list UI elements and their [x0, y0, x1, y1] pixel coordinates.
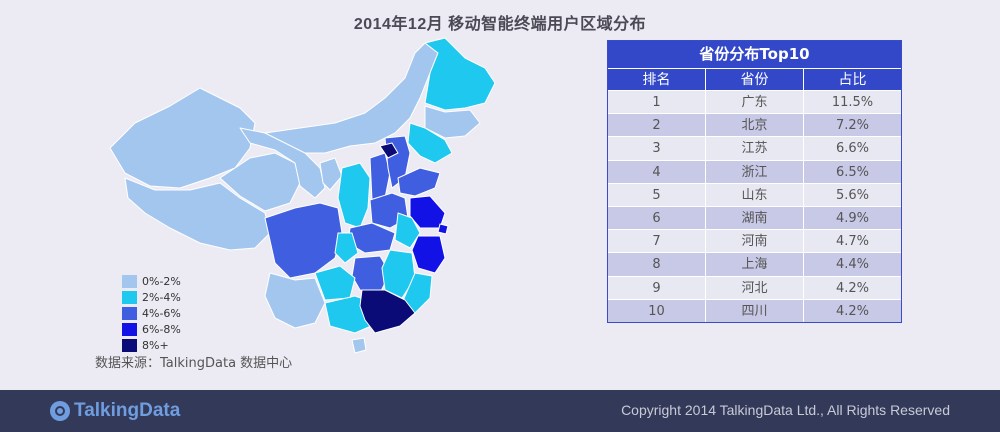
cell-rank: 2	[608, 114, 706, 137]
cell-province: 四川	[706, 299, 804, 322]
region-anhui	[394, 212, 421, 249]
region-beijing	[379, 142, 399, 159]
header-rank: 排名	[608, 69, 706, 90]
cell-province: 江苏	[706, 137, 804, 160]
cell-rank: 3	[608, 137, 706, 160]
cell-rank: 6	[608, 206, 706, 230]
legend-item: 6%-8%	[122, 322, 181, 337]
header-share: 占比	[838, 72, 867, 88]
cell-rank: 8	[608, 253, 706, 276]
talkingdata-logo: TalkingData	[50, 400, 180, 422]
cell-share: 7.2%	[835, 118, 870, 134]
legend-swatch	[122, 339, 137, 352]
map-legend: 0%-2% 2%-4% 4%-6% 6%-8% 8%+	[122, 274, 181, 354]
table-row: 4 浙江 6.5%	[608, 159, 901, 183]
legend-swatch	[122, 307, 137, 320]
cell-share: 6.6%	[835, 141, 870, 157]
region-yunnan	[264, 272, 326, 329]
top10-table: 省份分布Top10 排名 省份 占比 1 广东 11.5% 2 北京 7.2% 3 江苏 6.6…	[607, 40, 902, 323]
legend-item: 4%-6%	[122, 306, 181, 321]
region-shaanxi	[337, 162, 371, 229]
table-row: 5 山东 5.6%	[608, 182, 901, 206]
region-guizhou	[314, 265, 356, 301]
region-zhejiang	[411, 235, 446, 274]
cell-province: 浙江	[706, 160, 804, 183]
region-tibet	[124, 177, 271, 251]
table-row: 3 江苏 6.6%	[608, 136, 901, 160]
region-chongqing	[334, 232, 359, 264]
footer-bar: TalkingData Copyright 2014 TalkingData L…	[0, 390, 1000, 432]
region-guangdong	[359, 289, 416, 334]
legend-label: 4%-6%	[142, 307, 181, 320]
table-row: 7 河南 4.7%	[608, 229, 901, 253]
cell-share: 4.2%	[835, 303, 870, 319]
cell-province: 河南	[706, 230, 804, 253]
cell-share: 4.7%	[835, 234, 870, 250]
region-shanxi	[369, 152, 391, 201]
legend-item: 8%+	[122, 338, 181, 353]
region-hainan	[351, 337, 367, 354]
region-ningxia	[319, 157, 343, 191]
legend-swatch	[122, 275, 137, 288]
table-row: 10 四川 4.2%	[608, 298, 901, 322]
legend-swatch	[122, 291, 137, 304]
cell-share: 4.2%	[835, 280, 870, 296]
cell-province: 河北	[706, 276, 804, 299]
cell-rank: 4	[608, 160, 706, 183]
cell-province: 山东	[706, 183, 804, 206]
region-sichuan	[264, 202, 343, 279]
legend-swatch	[122, 323, 137, 336]
cell-rank: 7	[608, 230, 706, 253]
table-row: 2 北京 7.2%	[608, 113, 901, 137]
region-fujian	[401, 272, 433, 314]
cell-share: 4.4%	[835, 257, 870, 273]
chart-title: 2014年12月 移动智能终端用户区域分布	[353, 16, 647, 33]
table-row: 1 广东 11.5%	[608, 90, 901, 114]
china-map	[80, 28, 550, 358]
cell-province: 北京	[706, 114, 804, 137]
region-heilongjiang	[424, 37, 496, 111]
cell-province: 上海	[706, 253, 804, 276]
legend-label: 2%-4%	[142, 291, 181, 304]
region-shandong	[397, 167, 441, 197]
cell-province: 湖南	[706, 206, 804, 230]
cell-rank: 9	[608, 276, 706, 299]
logo-icon	[50, 401, 70, 421]
table-row: 6 湖南 4.9%	[608, 205, 901, 230]
copyright-text: Copyright 2014 TalkingData Ltd., All Rig…	[621, 402, 950, 418]
table-title: 省份分布Top10	[608, 41, 901, 68]
cell-share: 4.9%	[835, 210, 870, 226]
logo-text: TalkingData	[74, 400, 181, 421]
legend-item: 0%-2%	[122, 274, 181, 289]
cell-province: 广东	[706, 91, 804, 114]
region-shanghai	[437, 223, 449, 235]
table-row: 8 上海 4.4%	[608, 252, 901, 276]
cell-share: 5.6%	[835, 187, 870, 203]
table-body: 1 广东 11.5% 2 北京 7.2% 3 江苏 6.6% 4 浙江 6.5% 5 山东 5.6% 6 湖南 4…	[608, 90, 901, 322]
table-row: 9 河北 4.2%	[608, 275, 901, 299]
cell-share: 6.5%	[835, 164, 870, 180]
cell-rank: 1	[608, 91, 706, 114]
legend-label: 0%-2%	[142, 275, 181, 288]
cell-share: 11.5%	[831, 95, 874, 110]
cell-rank: 5	[608, 183, 706, 206]
legend-item: 2%-4%	[122, 290, 181, 305]
data-source: 数据来源：TalkingData 数据中心	[95, 356, 293, 371]
legend-label: 8%+	[142, 339, 169, 352]
table-header: 排名 省份 占比	[608, 68, 901, 90]
cell-rank: 10	[608, 299, 706, 322]
china-map-svg	[109, 37, 496, 354]
region-liaoning	[407, 122, 453, 164]
header-province: 省份	[706, 69, 804, 90]
legend-label: 6%-8%	[142, 323, 181, 336]
